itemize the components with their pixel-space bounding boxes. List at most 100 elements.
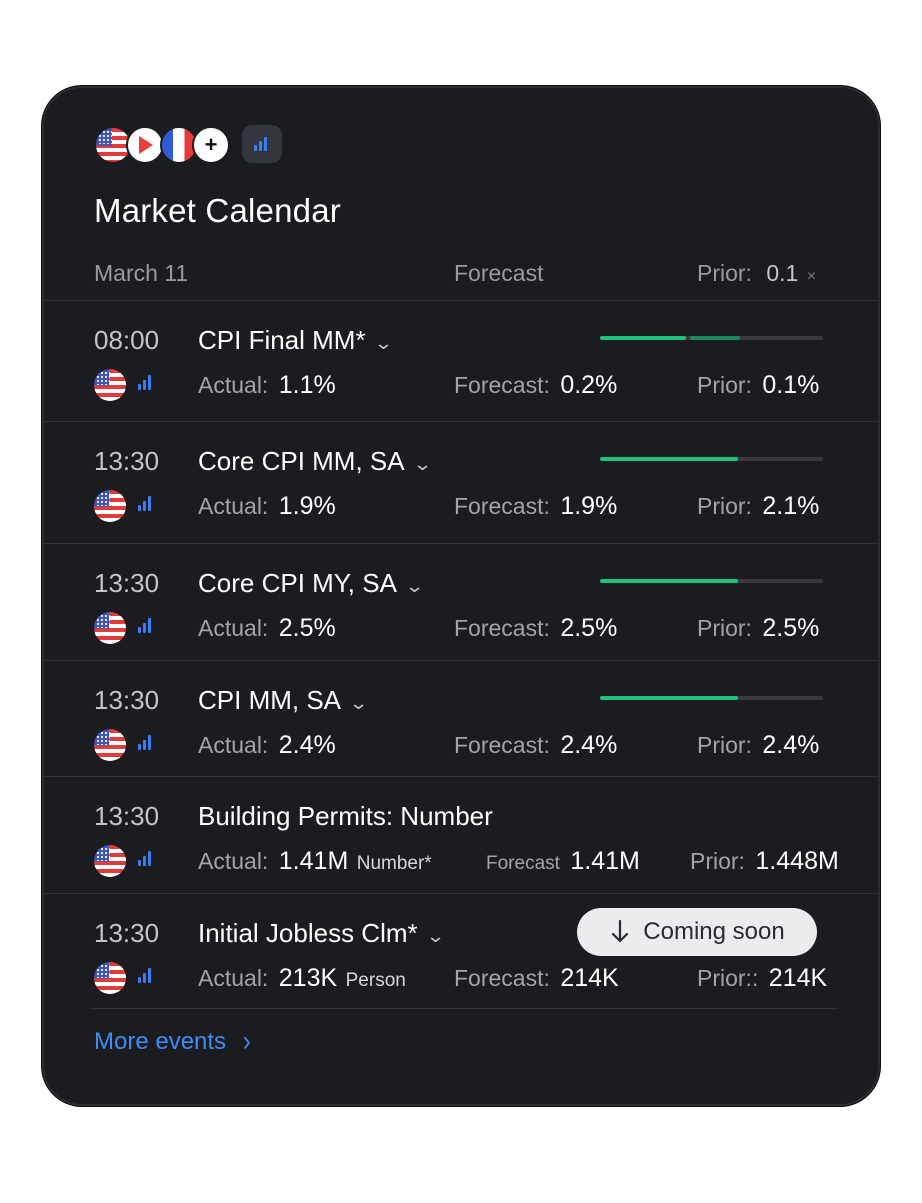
actual-value: 1.41M — [278, 847, 349, 875]
chevron-down-icon[interactable]: ⌄ — [425, 926, 445, 946]
event-row[interactable]: 13:30 Core CPI MY, SA ⌄ Actual: 2.5% Fore… — [44, 543, 878, 661]
prior-label: Prior:: — [697, 965, 759, 991]
prior-header-value: 0.1 — [766, 260, 799, 286]
progress-segment — [600, 336, 686, 340]
event-row[interactable]: 13:30 Building Permits: Number Actual: 1… — [44, 776, 878, 894]
progress-fill — [600, 457, 739, 461]
prior-field: Prior: 2.4% — [697, 731, 819, 760]
actual-field: Actual: 2.4% — [198, 731, 340, 760]
actual-field: Actual: 1.1% — [198, 371, 340, 400]
prior-value: 0.1% — [762, 371, 820, 399]
prior-label: Prior: — [690, 848, 745, 874]
forecast-value: 214K — [560, 964, 619, 992]
forecast-field: Forecast 1.41M — [486, 847, 640, 876]
impact-progress-bar — [600, 457, 823, 461]
importance-icon — [138, 850, 151, 866]
event-row[interactable]: 08:00 CPI Final MM* ⌄ Actual: 1.1% Foreca… — [44, 300, 878, 422]
actual-unit: Number* — [356, 853, 432, 874]
event-title[interactable]: CPI MM, SA ⌄ — [198, 685, 369, 716]
actual-label: Actual: — [198, 732, 269, 758]
event-name: CPI Final MM* — [198, 325, 366, 355]
prior-label: Prior: — [697, 732, 752, 758]
market-calendar-card: + Market Calendar March 11 Forecast Prio… — [42, 86, 880, 1106]
page-title: Market Calendar — [94, 192, 341, 229]
prior-label: Prior: — [697, 493, 752, 519]
prior-label: Prior: — [697, 615, 752, 641]
chevron-right-icon: › — [242, 1025, 251, 1058]
add-country-icon[interactable]: + — [192, 126, 230, 164]
forecast-label: Forecast: — [454, 965, 550, 991]
forecast-field: Forecast: 214K — [454, 964, 619, 993]
forecast-field: Forecast: 2.4% — [454, 731, 617, 760]
actual-field: Actual: 1.9% — [198, 492, 340, 521]
forecast-label: Forecast: — [454, 615, 550, 641]
event-name: Building Permits: Number — [198, 801, 493, 831]
signal-bars-icon — [254, 136, 267, 151]
divider — [44, 660, 878, 661]
prior-value: 1.448M — [755, 847, 839, 875]
actual-field: Actual: 213K Person — [198, 964, 406, 993]
chevron-down-icon[interactable]: ⌄ — [404, 576, 425, 596]
prior-value: 2.1% — [762, 492, 820, 520]
forecast-value: 1.9% — [560, 492, 618, 520]
divider — [44, 421, 878, 422]
divider — [44, 543, 878, 544]
country-filter-group[interactable]: + — [94, 126, 294, 164]
impact-progress-bar — [600, 696, 823, 700]
divider — [44, 776, 878, 777]
event-time: 08:00 — [94, 325, 160, 355]
chevron-down-icon[interactable]: ⌄ — [373, 333, 393, 353]
event-title[interactable]: Core CPI MM, SA ⌄ — [198, 446, 432, 477]
event-row[interactable]: 13:30 CPI MM, SA ⌄ Actual: 2.4% Forecast:… — [44, 660, 878, 777]
progress-fill — [600, 579, 739, 583]
importance-filter-button[interactable] — [242, 125, 282, 163]
us-flag-icon — [94, 612, 126, 644]
us-flag-icon[interactable] — [94, 126, 132, 164]
importance-icon — [138, 967, 151, 983]
event-name: Core CPI MM, SA — [198, 446, 405, 476]
coming-soon-badge[interactable]: Coming soon — [577, 908, 817, 956]
play-icon[interactable] — [126, 126, 164, 164]
impact-progress-bar — [600, 336, 823, 340]
forecast-value: 1.41M — [570, 847, 640, 875]
prior-value: 2.5% — [762, 614, 820, 642]
forecast-label: Forecast — [486, 853, 560, 874]
progress-segment — [690, 336, 740, 340]
prior-header-label: Prior: — [697, 260, 752, 286]
prior-value: 214K — [768, 964, 828, 992]
event-row[interactable]: 13:30 Core CPI MM, SA ⌄ Actual: 1.9% Fore… — [44, 421, 878, 544]
prior-label: Prior: — [697, 372, 752, 398]
divider — [44, 893, 878, 894]
event-name: Initial Jobless Clm* — [198, 918, 418, 948]
more-events-link[interactable]: More events › — [94, 1025, 251, 1058]
us-flag-icon — [94, 962, 126, 994]
us-flag-icon — [94, 490, 126, 522]
chevron-down-icon[interactable]: ⌄ — [348, 693, 369, 713]
event-row[interactable]: 13:30 Initial Jobless Clm* ⌄ Actual: 213K… — [44, 893, 878, 1009]
event-time: 13:30 — [94, 685, 160, 715]
prior-value: 2.4% — [762, 731, 820, 759]
forecast-value: 2.5% — [560, 614, 618, 642]
event-title[interactable]: Core CPI MY, SA ⌄ — [198, 568, 425, 599]
coming-soon-label: Coming soon — [643, 918, 785, 945]
forecast-label: Forecast: — [454, 372, 550, 398]
clear-icon[interactable]: × — [806, 268, 817, 285]
event-time: 13:30 — [94, 801, 160, 831]
actual-value: 213K — [278, 964, 338, 992]
arrow-down-icon — [612, 919, 629, 943]
chevron-down-icon[interactable]: ⌄ — [412, 454, 432, 474]
france-flag-icon[interactable] — [160, 126, 198, 164]
event-title[interactable]: Initial Jobless Clm* ⌄ — [198, 918, 445, 949]
us-flag-icon — [94, 369, 126, 401]
actual-label: Actual: — [198, 965, 269, 991]
event-title[interactable]: CPI Final MM* ⌄ — [198, 325, 393, 356]
forecast-value: 2.4% — [560, 731, 618, 759]
importance-icon — [138, 495, 151, 511]
importance-icon — [138, 617, 151, 633]
event-title[interactable]: Building Permits: Number — [198, 801, 493, 832]
impact-progress-bar — [600, 579, 823, 583]
divider — [44, 300, 878, 301]
prior-field: Prior: 0.1% — [697, 371, 819, 400]
actual-unit: Person — [345, 970, 406, 991]
divider — [90, 1008, 838, 1009]
